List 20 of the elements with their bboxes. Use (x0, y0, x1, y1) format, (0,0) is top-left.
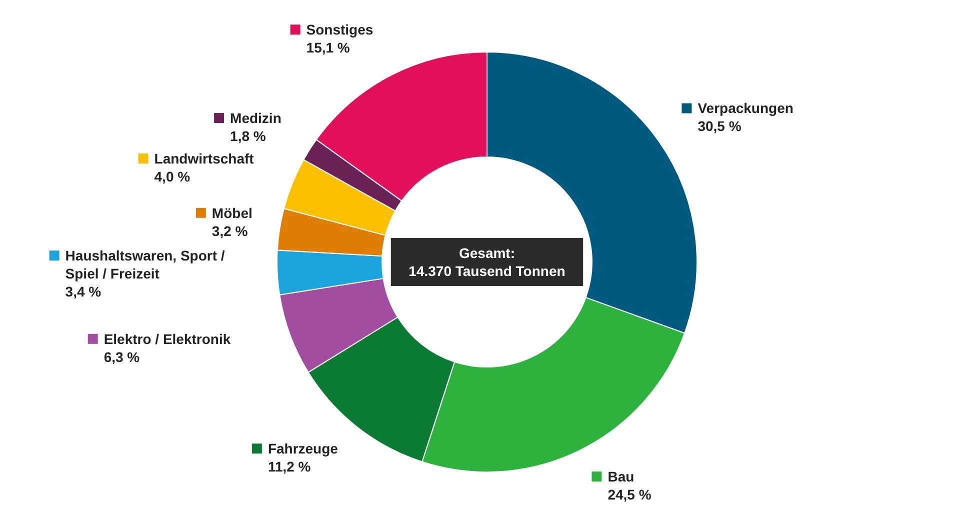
legend-label: Fahrzeuge (268, 440, 338, 457)
legend-label: Bau (608, 468, 634, 485)
text: Gesamt: (458, 245, 516, 261)
data-label: 24,5 % (608, 486, 652, 503)
legend-label: Sonstiges (306, 22, 374, 38)
data-label: 3,2 % (212, 222, 248, 239)
legend-label: Medizin (230, 110, 282, 126)
data-label: 4,0 % (154, 168, 191, 185)
data-label: 3,4 % (65, 284, 102, 300)
legend-label: Möbel (212, 204, 252, 221)
data-label: 6,3 % (104, 348, 140, 365)
text: 14.370 Tausend Tonnen (408, 263, 566, 279)
data-label: 30,5 % (698, 118, 742, 134)
data-label: 15,1 % (306, 40, 350, 56)
legend-label: Haushaltswaren, Sport / Spiel / Freizeit (65, 248, 225, 282)
legend-label: Elektro / Elektronik (104, 330, 231, 347)
data-label: 11,2 % (268, 458, 312, 475)
legend-label: Verpackungen (698, 100, 794, 116)
data-label: 1,8 % (230, 128, 266, 144)
legend-label: Landwirtschaft (154, 150, 254, 167)
